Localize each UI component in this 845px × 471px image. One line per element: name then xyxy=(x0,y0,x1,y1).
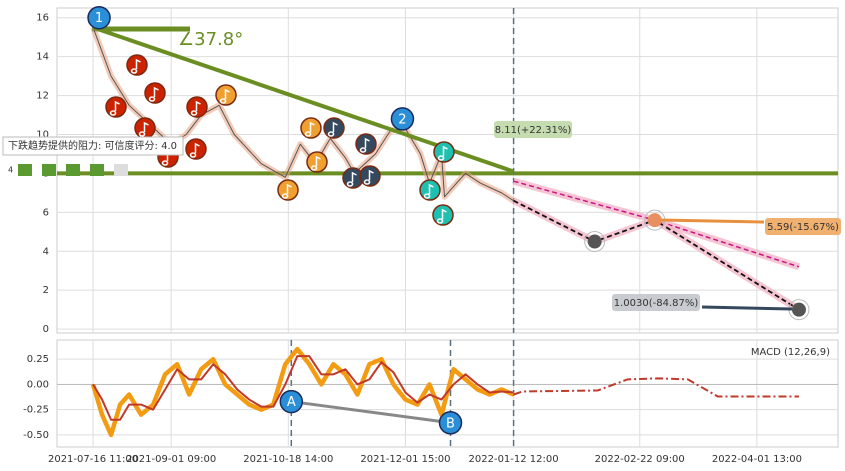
note-icon xyxy=(437,145,448,161)
ann-box xyxy=(2,136,184,156)
ann-arrow xyxy=(701,305,793,311)
x-tick-label: 2021-10-18 14:00 xyxy=(243,454,333,465)
projection-ring xyxy=(584,231,606,253)
x-tick-label: 2021-07-16 11:00 xyxy=(48,454,138,465)
projection-point xyxy=(647,213,662,228)
y-tick-label: 2 xyxy=(43,285,49,296)
macd-dif xyxy=(90,346,515,438)
note-icon xyxy=(219,88,230,104)
note-icon xyxy=(109,100,120,116)
y-tick-label: 6 xyxy=(43,207,49,218)
ann-text: 8.11(+22.31%) xyxy=(495,125,572,136)
y-tick-label: 16 xyxy=(36,13,49,24)
event-marker xyxy=(279,389,304,414)
score-icon xyxy=(90,164,104,176)
note-icon xyxy=(138,121,149,137)
note-icon xyxy=(436,208,447,224)
event-marker xyxy=(438,411,463,435)
score-icon xyxy=(114,164,128,176)
note-icon xyxy=(423,183,434,199)
note-icon xyxy=(148,86,159,102)
note-icon xyxy=(310,155,321,171)
x-tick-label: 2022-01-12 12:00 xyxy=(469,454,559,465)
note-icon xyxy=(130,58,141,74)
projection-point xyxy=(587,234,602,249)
note-icon xyxy=(189,142,200,158)
x-tick-label: 2021-09-01 09:00 xyxy=(126,454,216,465)
y-tick-label: 0.00 xyxy=(27,379,49,390)
score-icon xyxy=(42,164,56,176)
note-icon xyxy=(359,137,370,153)
note-icon xyxy=(190,100,201,116)
y-tick-label: 0.25 xyxy=(27,354,49,365)
note-icon xyxy=(327,121,338,137)
projection-point xyxy=(791,302,806,317)
price-frame xyxy=(56,7,839,334)
event-label: 1 xyxy=(95,11,103,26)
y-tick-label: 4 xyxy=(43,246,49,257)
ann-text: 下跌趋势提供的阻力: 可信度评分: 4.0 xyxy=(8,139,177,152)
score-icon xyxy=(66,164,80,176)
note-icon xyxy=(281,183,292,199)
y-tick-label: 14 xyxy=(36,52,49,63)
score-icon xyxy=(18,164,32,176)
x-tick-label: 2022-04-01 13:00 xyxy=(712,454,802,465)
event-label: B xyxy=(446,416,455,431)
ann-text: 4 xyxy=(8,166,13,175)
ann-box xyxy=(612,294,700,311)
macd-dea xyxy=(92,355,514,421)
ann-arrow xyxy=(659,218,765,224)
divergence-line xyxy=(291,400,451,425)
y-tick-label: 12 xyxy=(36,91,49,102)
y-tick-label: 0 xyxy=(43,324,49,335)
event-marker xyxy=(390,107,415,131)
ann-box xyxy=(765,218,841,235)
x-tick-label: 2021-12-01 15:00 xyxy=(360,454,450,465)
y-tick-label: -0.25 xyxy=(23,405,49,416)
note-icon xyxy=(346,171,357,187)
angle-label: ∠37.8° xyxy=(178,29,243,50)
ann-box xyxy=(494,121,572,138)
y-tick-label: -0.50 xyxy=(23,430,49,441)
note-icon xyxy=(363,169,374,185)
ann-text: 1.0030(-84.87%) xyxy=(614,298,699,309)
event-marker xyxy=(87,5,111,30)
note-icon xyxy=(304,121,315,137)
projection-line xyxy=(513,199,800,311)
ann-text: 5.59(-15.67%) xyxy=(767,222,839,233)
event-label: 2 xyxy=(398,112,406,127)
macd-label: MACD (12,26,9) xyxy=(751,347,830,358)
x-tick-label: 2022-02-22 09:00 xyxy=(595,454,685,465)
macd-projection xyxy=(513,377,799,398)
y-tick-label: 10 xyxy=(36,129,49,140)
event-label: A xyxy=(287,395,296,410)
